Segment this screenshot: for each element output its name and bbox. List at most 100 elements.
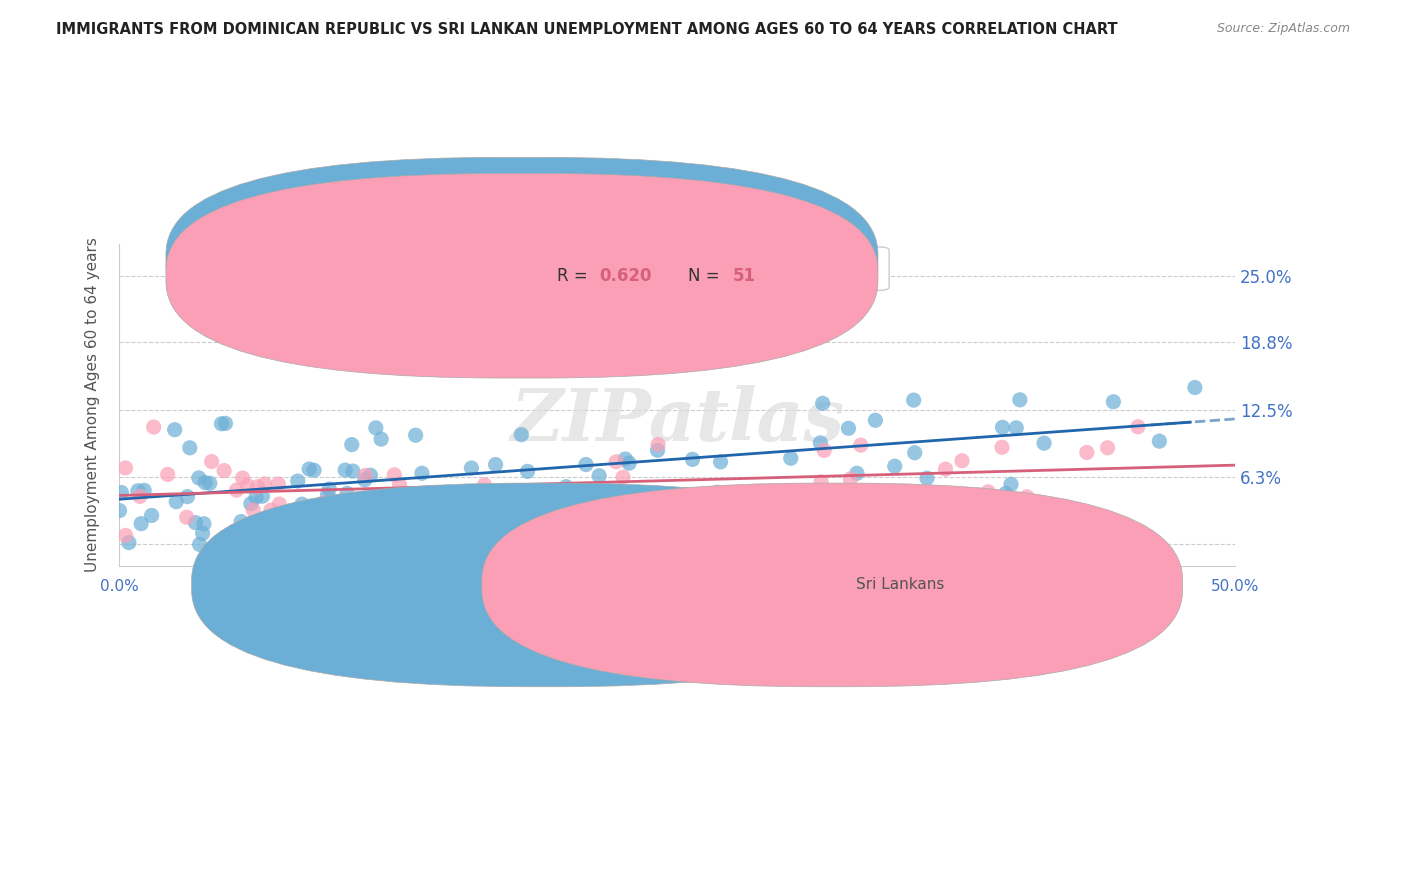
Point bbox=[214, 417, 236, 431]
Point bbox=[811, 396, 834, 410]
Point bbox=[977, 484, 1000, 499]
Point bbox=[1184, 380, 1206, 394]
Point bbox=[544, 489, 567, 503]
Point bbox=[844, 503, 866, 517]
Point bbox=[114, 528, 136, 542]
Point bbox=[239, 497, 262, 511]
Point bbox=[605, 455, 627, 469]
Text: 0.0%: 0.0% bbox=[100, 579, 138, 594]
Point bbox=[342, 464, 364, 478]
Point bbox=[176, 510, 198, 524]
Point bbox=[191, 526, 214, 541]
Point bbox=[475, 499, 498, 513]
Point bbox=[298, 462, 321, 476]
Point bbox=[316, 488, 339, 502]
Point bbox=[388, 477, 411, 491]
Point bbox=[242, 503, 264, 517]
Point bbox=[176, 490, 198, 504]
Point bbox=[156, 467, 179, 482]
Point bbox=[229, 515, 252, 529]
Point bbox=[110, 485, 132, 500]
Point bbox=[1126, 419, 1149, 434]
Point bbox=[754, 486, 776, 500]
Point bbox=[461, 490, 484, 504]
Point bbox=[193, 516, 215, 531]
Point bbox=[211, 417, 233, 431]
Point bbox=[357, 524, 380, 538]
Text: 0.620: 0.620 bbox=[599, 267, 651, 285]
Point bbox=[647, 443, 669, 458]
Point bbox=[134, 483, 156, 498]
Text: R =: R = bbox=[557, 251, 592, 268]
Point bbox=[516, 464, 538, 478]
Point bbox=[579, 486, 602, 500]
Point bbox=[377, 491, 399, 505]
Point bbox=[364, 421, 387, 435]
Point bbox=[706, 485, 728, 500]
Point bbox=[837, 421, 859, 435]
FancyBboxPatch shape bbox=[166, 173, 877, 378]
Point bbox=[108, 503, 131, 517]
Text: Source: ZipAtlas.com: Source: ZipAtlas.com bbox=[1216, 22, 1350, 36]
Text: N =: N = bbox=[688, 267, 725, 285]
Point bbox=[354, 468, 377, 483]
Point bbox=[267, 477, 290, 491]
Point bbox=[915, 471, 938, 485]
Point bbox=[756, 492, 779, 507]
Point bbox=[318, 482, 340, 496]
Point bbox=[184, 516, 207, 530]
Point bbox=[474, 478, 496, 492]
Point bbox=[129, 516, 152, 531]
Point bbox=[1005, 421, 1028, 435]
Point bbox=[617, 456, 640, 470]
FancyBboxPatch shape bbox=[482, 483, 1182, 687]
Point bbox=[510, 427, 533, 442]
Point bbox=[865, 413, 887, 427]
Point bbox=[991, 420, 1014, 434]
Point bbox=[194, 475, 217, 490]
Point bbox=[335, 463, 357, 477]
Point bbox=[411, 467, 433, 481]
Text: ZIPatlas: ZIPatlas bbox=[510, 385, 844, 457]
Point bbox=[165, 494, 187, 508]
Text: N =: N = bbox=[688, 251, 725, 268]
Point bbox=[359, 468, 381, 483]
Point bbox=[682, 452, 704, 467]
Point bbox=[114, 461, 136, 475]
Point bbox=[950, 454, 973, 468]
Point bbox=[246, 480, 269, 494]
Point bbox=[484, 458, 506, 472]
Point bbox=[1149, 434, 1171, 449]
Text: R =: R = bbox=[557, 267, 592, 285]
Point bbox=[883, 459, 905, 474]
Point bbox=[813, 443, 835, 458]
Point bbox=[1033, 436, 1056, 450]
Point bbox=[201, 454, 224, 468]
Text: IMMIGRANTS FROM DOMINICAN REPUBLIC VS SRI LANKAN UNEMPLOYMENT AMONG AGES 60 TO 6: IMMIGRANTS FROM DOMINICAN REPUBLIC VS SR… bbox=[56, 22, 1118, 37]
Y-axis label: Unemployment Among Ages 60 to 64 years: Unemployment Among Ages 60 to 64 years bbox=[86, 237, 100, 573]
Point bbox=[402, 502, 425, 516]
Text: Sri Lankans: Sri Lankans bbox=[856, 577, 943, 592]
Point bbox=[533, 484, 555, 499]
Point bbox=[575, 458, 598, 472]
Point bbox=[291, 497, 314, 511]
Point bbox=[253, 476, 276, 491]
Point bbox=[422, 505, 444, 519]
Point bbox=[188, 537, 211, 551]
Point bbox=[252, 489, 274, 503]
Point bbox=[141, 508, 163, 523]
Point bbox=[212, 464, 235, 478]
Point bbox=[287, 474, 309, 488]
Point bbox=[934, 462, 956, 476]
Point bbox=[128, 489, 150, 503]
Point bbox=[260, 503, 283, 517]
Point bbox=[187, 471, 209, 485]
Point bbox=[588, 468, 610, 483]
Point bbox=[1000, 477, 1022, 491]
Point bbox=[118, 535, 141, 549]
Point bbox=[1008, 392, 1031, 407]
Point bbox=[647, 437, 669, 451]
Point bbox=[526, 500, 548, 514]
Point bbox=[232, 471, 254, 485]
Point bbox=[612, 470, 634, 484]
